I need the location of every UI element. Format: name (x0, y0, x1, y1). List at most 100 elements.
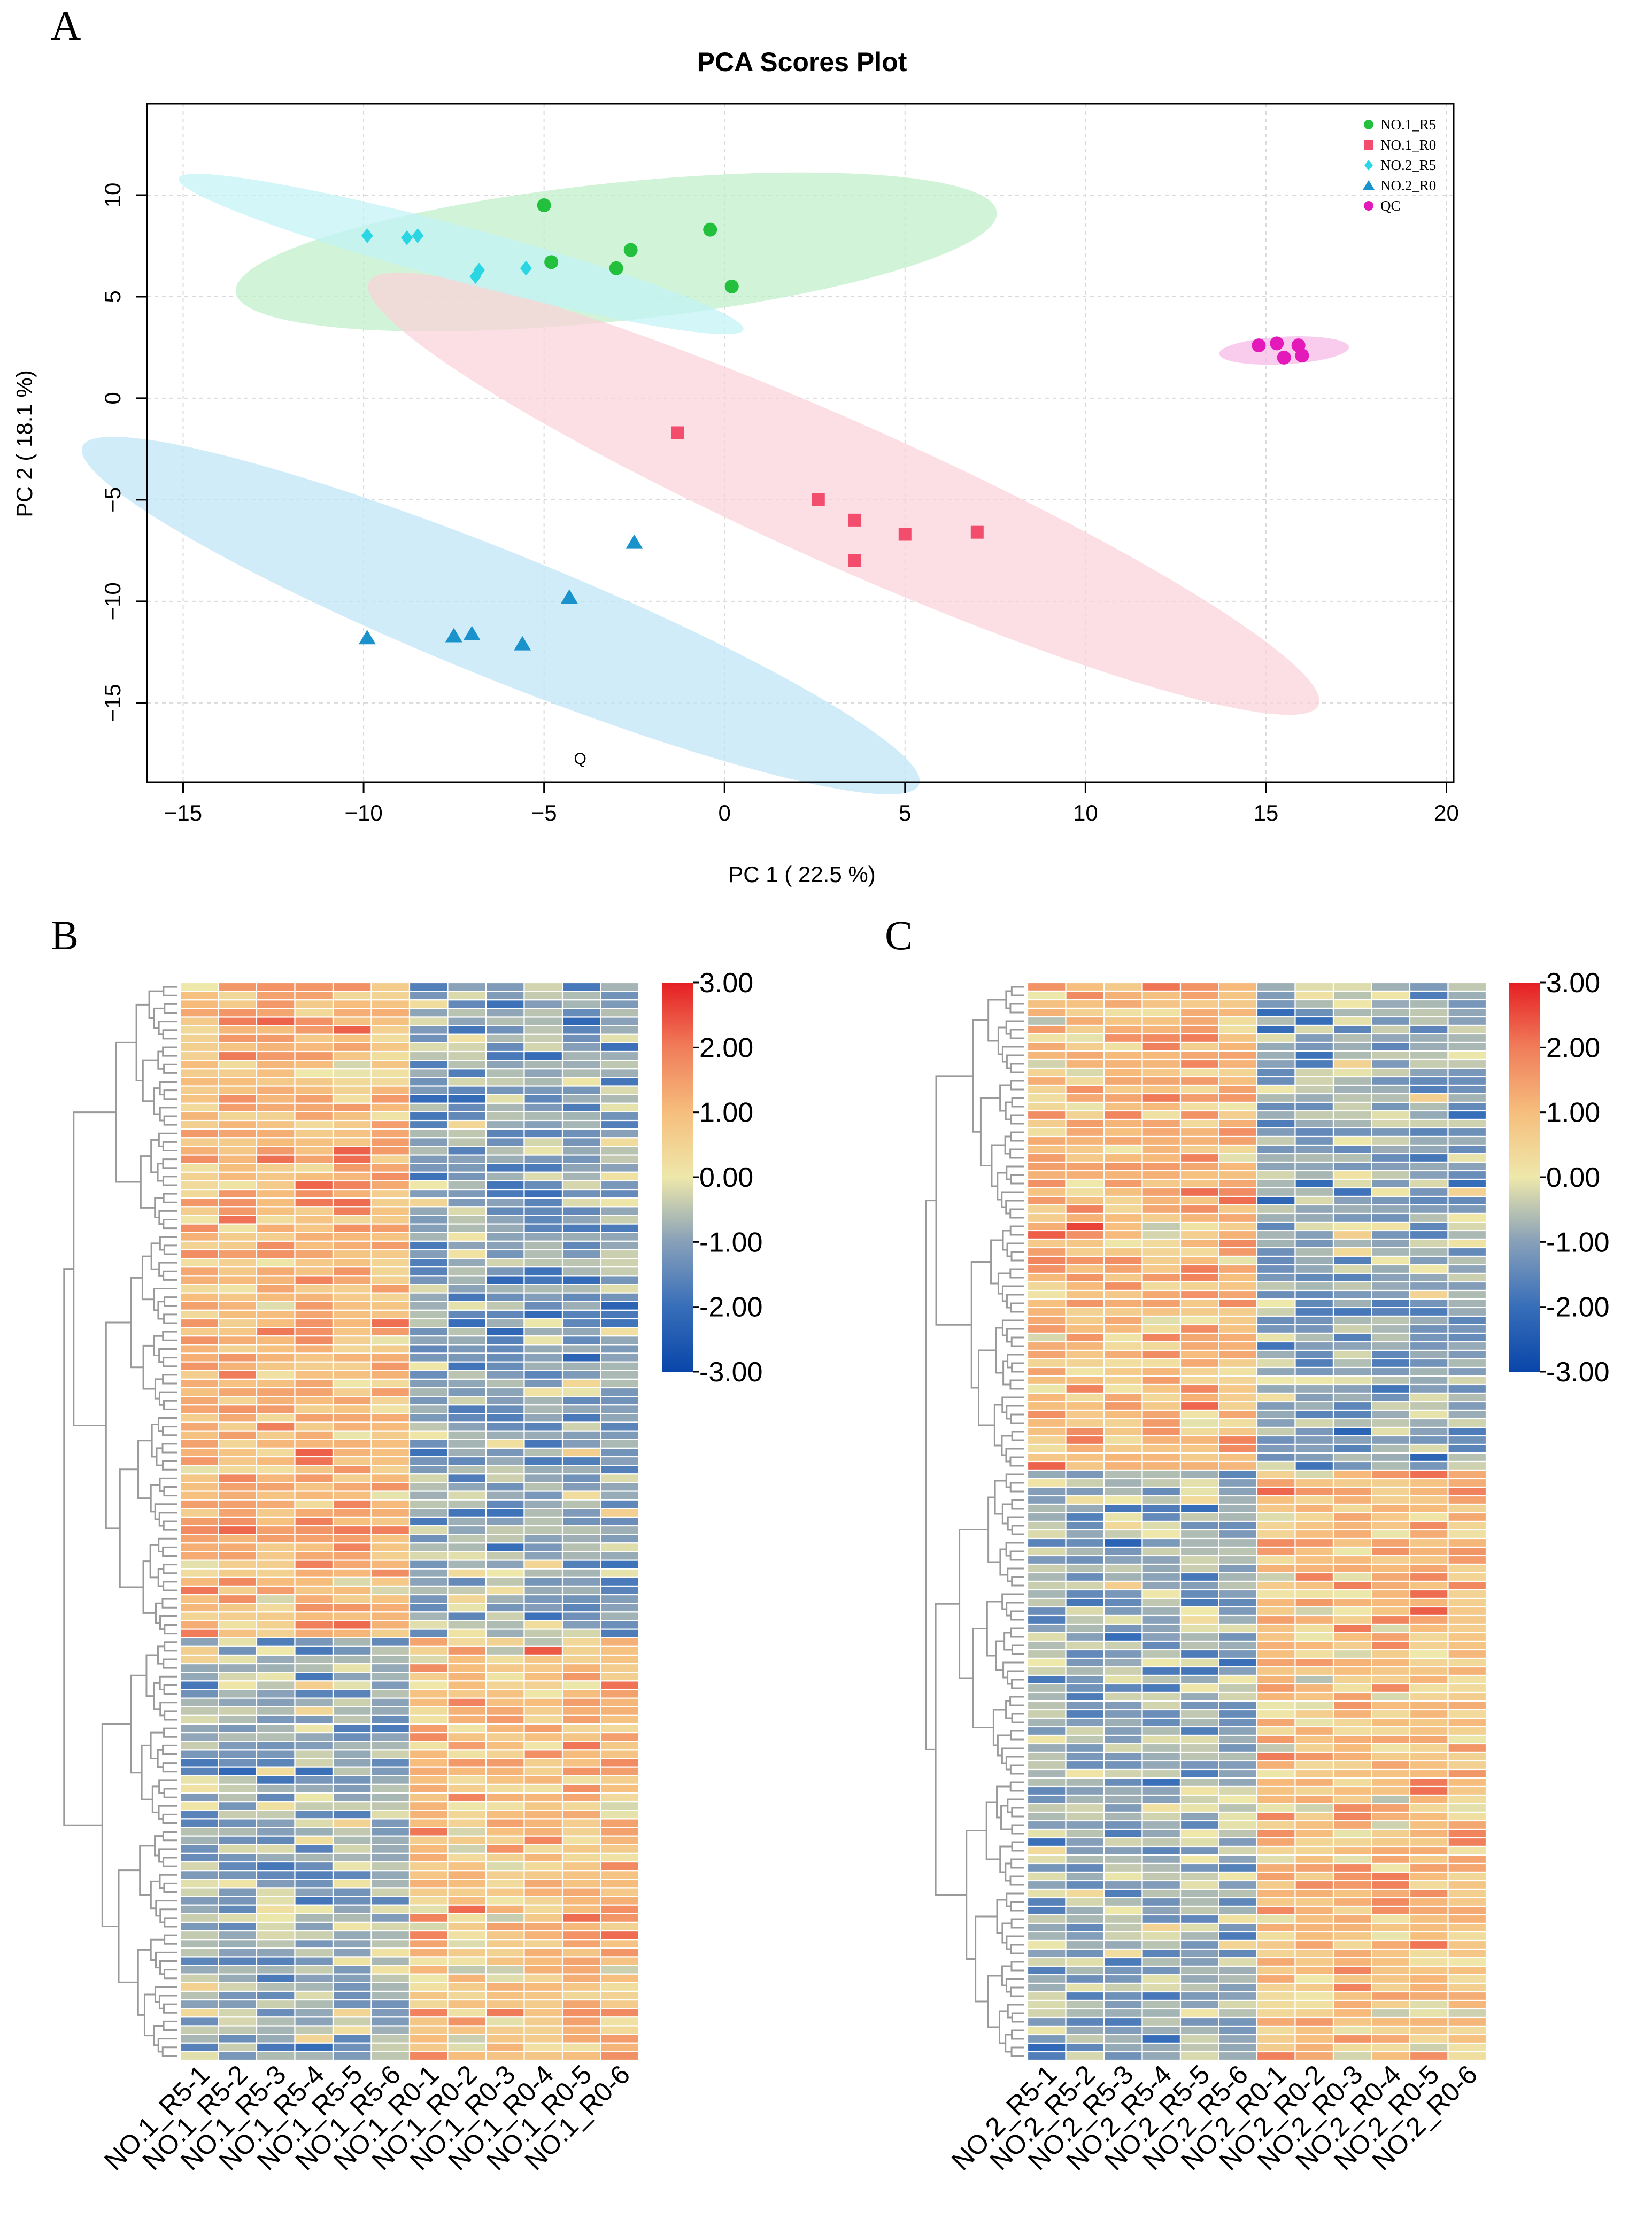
heatmap-cell (1447, 1982, 1487, 1993)
heatmap-cell (370, 1439, 411, 1449)
heatmap-cell (179, 1594, 219, 1604)
heatmap-cell (485, 1370, 525, 1380)
heatmap-cell (1065, 2016, 1105, 2027)
heatmap-cell (332, 1973, 372, 1983)
heatmap-cell (447, 1844, 487, 1854)
heatmap-cell (1256, 1212, 1296, 1223)
heatmap-cell (218, 1965, 258, 1975)
heatmap-cell (179, 1102, 219, 1113)
heatmap-cell (1218, 1495, 1258, 1505)
heatmap-cell (1447, 1640, 1487, 1651)
heatmap-cell (1026, 1110, 1067, 1120)
heatmap-cell (485, 1775, 525, 1785)
heatmap-cell (447, 1783, 487, 1794)
dendrogram-branch (1009, 1482, 1024, 1493)
heatmap-cell (1179, 1794, 1219, 1805)
heatmap-cell (1447, 1529, 1487, 1540)
heatmap-cell (1103, 1589, 1143, 1599)
heatmap-cell (256, 1852, 296, 1863)
heatmap-cell (1141, 1435, 1182, 1445)
colorbar: 3.002.001.000.00-1.00-2.00-3.00 (1509, 968, 1610, 1388)
heatmap-cell (561, 1447, 601, 1458)
heatmap-cell (1447, 1691, 1487, 1702)
heatmap-cell (1447, 1726, 1487, 1736)
heatmap-cell (1141, 1289, 1182, 1300)
heatmap-cell (218, 1318, 258, 1328)
heatmap-cell (1447, 1135, 1487, 1146)
heatmap-cell (1447, 1948, 1487, 1959)
heatmap-cell (294, 1119, 334, 1130)
dendrogram-branch (161, 2046, 177, 2057)
heatmap-cell (447, 1921, 487, 1932)
heatmap-cell (408, 1947, 449, 1958)
heatmap-cell (1103, 1888, 1143, 1899)
heatmap-cell (1179, 1486, 1219, 1497)
heatmap-cell (1026, 1794, 1067, 1805)
heatmap-cell (1256, 1486, 1296, 1497)
heatmap-cell (1447, 1743, 1487, 1753)
heatmap-cell (1294, 1862, 1334, 1873)
dendrogram-branch (141, 1744, 153, 1800)
heatmap-cell (294, 1025, 334, 1035)
heatmap-cell (485, 1361, 525, 1371)
heatmap-cell (179, 1171, 219, 1182)
heatmap-cell (1218, 1768, 1258, 1779)
heatmap-cell (523, 1128, 563, 1139)
heatmap-cell (1409, 1828, 1449, 1839)
heatmap-cell (523, 1137, 563, 1147)
heatmap-cell (561, 1361, 601, 1371)
heatmap-cell (1218, 1837, 1258, 1848)
heatmap-cell (600, 1723, 640, 1734)
heatmap-cell (1447, 1700, 1487, 1711)
heatmap-cell (1371, 1691, 1411, 1702)
heatmap-cell (1409, 1803, 1449, 1813)
dendrogram-branch (162, 1546, 177, 1557)
heatmap-cell (1026, 1520, 1067, 1531)
heatmap-cell (408, 1999, 449, 2009)
heatmap-cell (561, 1999, 601, 2009)
heatmap-cell (447, 1188, 487, 1199)
dendrogram-branch (977, 1349, 997, 1426)
heatmap-cell (370, 1352, 411, 1363)
heatmap-cell (179, 1085, 219, 1095)
heatmap-cell (561, 1603, 601, 1613)
heatmap-cell (256, 1119, 296, 1130)
heatmap-cell (370, 1033, 411, 1043)
heatmap-cell (218, 1551, 258, 1561)
heatmap-cell (1332, 1820, 1372, 1830)
heatmap-cell (1141, 1649, 1182, 1659)
heatmap-cell (600, 1275, 640, 1285)
heatmap-cell (1371, 1537, 1411, 1548)
heatmap-cell (523, 1352, 563, 1363)
heatmap-cell (523, 1102, 563, 1113)
heatmap-cell (1026, 1785, 1067, 1796)
heatmap-cell (1103, 1580, 1143, 1591)
heatmap-cell (1256, 1991, 1296, 2001)
dendrogram-branch (1007, 2004, 1024, 2019)
heatmap-cell (1371, 1820, 1411, 1830)
heatmap-cell (1371, 1854, 1411, 1865)
heatmap-cell (1371, 1212, 1411, 1223)
heatmap-cell (1065, 1307, 1105, 1317)
heatmap-cell (1141, 1777, 1182, 1788)
heatmap-cell (485, 1327, 525, 1337)
heatmap-cell (561, 1111, 601, 1122)
heatmap-cell (600, 1645, 640, 1656)
heatmap-cell (370, 1628, 411, 1638)
heatmap-cell (1141, 2025, 1182, 2036)
heatmap-cell (218, 1887, 258, 1897)
heatmap-cell (370, 1102, 411, 1113)
heatmap-cell (600, 2008, 640, 2018)
dendrogram-branch (1009, 1550, 1024, 1561)
heatmap-cell (1065, 1058, 1105, 1069)
heatmap-cell (1332, 1854, 1372, 1865)
heatmap-cell (218, 1257, 258, 1268)
heatmap-cell (1371, 1255, 1411, 1266)
heatmap-cell (1179, 1837, 1219, 1848)
heatmap-cell (561, 1016, 601, 1026)
heatmap-cell (332, 1378, 372, 1389)
heatmap-cell (1409, 1272, 1449, 1283)
heatmap-cell (447, 1654, 487, 1665)
dendrogram-branch (157, 1050, 164, 1070)
heatmap-cell (218, 1309, 258, 1320)
